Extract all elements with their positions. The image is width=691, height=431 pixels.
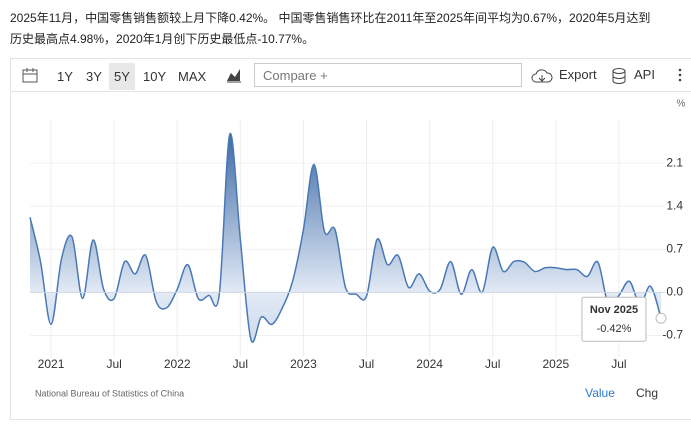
grid bbox=[30, 120, 665, 357]
tooltip-box bbox=[581, 296, 647, 342]
x-tick-label: 2025 bbox=[542, 357, 569, 371]
tooltip-value: -0.42% bbox=[597, 323, 632, 335]
calendar-icon[interactable] bbox=[21, 66, 41, 86]
y-tick-label: -0.7 bbox=[662, 328, 683, 342]
x-tick-label: Jul bbox=[233, 357, 248, 371]
y-tick-label: 2.1 bbox=[666, 155, 683, 169]
y-tick-label: 0.7 bbox=[666, 241, 683, 255]
compare-input[interactable]: Compare + bbox=[254, 63, 522, 87]
chart-type-icon[interactable] bbox=[226, 67, 242, 83]
x-tick-label: 2024 bbox=[416, 357, 443, 371]
mode-button[interactable]: Value bbox=[585, 386, 615, 400]
tooltip-title: Nov 2025 bbox=[590, 304, 638, 316]
header-line: 2025年11月，中国零售销售额较上月下降0.42%。 中国零售销售环比在201… bbox=[10, 11, 651, 25]
hover-point bbox=[655, 312, 667, 324]
toolbar: 1Y 3Y 5Y 10Y MAX Compare + Export API bbox=[10, 58, 691, 92]
export-button[interactable]: Export bbox=[559, 67, 597, 82]
x-tick-label: Jul bbox=[106, 357, 121, 371]
x-tick-label: Jul bbox=[359, 357, 374, 371]
range-button[interactable]: 5Y bbox=[109, 63, 135, 90]
x-tick-label: Jul bbox=[485, 357, 500, 371]
x-tick-label: 2023 bbox=[290, 357, 317, 371]
mode-button[interactable]: Chg bbox=[636, 386, 658, 400]
area bbox=[30, 133, 661, 343]
api-icon[interactable] bbox=[611, 67, 627, 85]
range-button[interactable]: 3Y bbox=[86, 69, 102, 84]
range-button[interactable]: 10Y bbox=[143, 69, 167, 84]
export-icon[interactable] bbox=[531, 67, 553, 85]
source: National Bureau of Statistics of China bbox=[35, 388, 184, 398]
y-tick-label: 0.0 bbox=[666, 285, 683, 299]
range-button[interactable]: MAX bbox=[178, 69, 207, 84]
unit-label: % bbox=[677, 99, 686, 110]
x-tick-label: 2021 bbox=[38, 357, 65, 371]
header: 2025年11月，中国零售销售额较上月下降0.42%。 中国零售销售环比在201… bbox=[10, 8, 650, 50]
line bbox=[29, 132, 662, 343]
more-icon[interactable] bbox=[677, 68, 683, 84]
y-tick-label: 1.4 bbox=[666, 198, 683, 212]
header-line: 历史最高点4.98%，2020年1月创下历史最低点-10.77%。 bbox=[10, 32, 315, 46]
x-tick-label: 2022 bbox=[164, 357, 191, 371]
range-button[interactable]: 1Y bbox=[57, 69, 73, 84]
x-tick-label: Jul bbox=[611, 357, 626, 371]
api-button[interactable]: API bbox=[634, 67, 655, 82]
